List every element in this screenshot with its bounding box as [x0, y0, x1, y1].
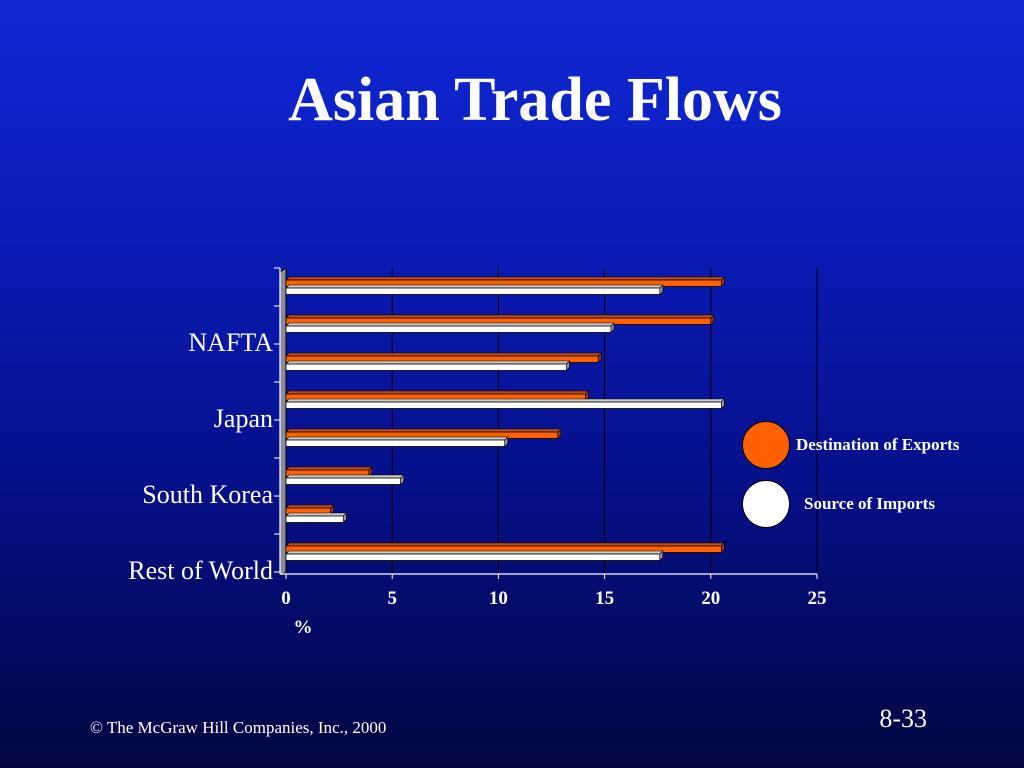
bar-group-3-exports	[285, 352, 602, 364]
bar-end-face	[585, 390, 589, 402]
plot-wall	[279, 267, 287, 577]
import-bar	[285, 439, 506, 447]
x-tick-label: 5	[387, 588, 397, 609]
import-bar	[285, 325, 612, 333]
imports-swatch-icon	[742, 480, 790, 528]
bar-top-face	[285, 322, 615, 327]
bar-top-face	[285, 550, 664, 555]
bar-end-face	[330, 504, 334, 516]
bar-top-face	[285, 284, 664, 289]
bar-top-face	[285, 466, 373, 471]
bar-top-face	[285, 436, 509, 441]
bar-top-face	[285, 542, 726, 547]
bar-top-face	[285, 276, 726, 281]
x-axis-title: %	[294, 617, 313, 638]
bar-end-face	[343, 512, 347, 524]
slide-number: 8-33	[879, 704, 927, 733]
bar-end-face	[368, 466, 373, 478]
bar-group-6-imports	[285, 474, 405, 486]
y-category-label: South Korea	[142, 480, 273, 509]
legend-label-imports: Source of Imports	[804, 494, 935, 513]
bar-group-5-imports	[285, 436, 509, 448]
bar-end-face	[710, 314, 715, 326]
import-bar	[285, 515, 344, 523]
slide-title: Asian Trade Flows	[288, 66, 782, 134]
x-tick-label: 15	[595, 588, 614, 609]
bar-top-face	[285, 360, 571, 365]
import-bar	[285, 553, 661, 561]
bar-group-1-imports	[285, 284, 664, 296]
bar-end-face	[504, 436, 509, 448]
bar-group-1-exports	[285, 276, 726, 288]
y-axis-labels: NAFTA Japan South Korea Rest of World	[128, 328, 273, 585]
import-bar	[285, 401, 722, 409]
bar-end-face	[721, 542, 725, 554]
exports-swatch-icon	[742, 421, 790, 469]
bars	[285, 276, 726, 562]
bar-group-3-imports	[285, 360, 571, 372]
bar-top-face	[285, 428, 562, 433]
bar-group-7-imports	[285, 512, 348, 524]
x-tick-label: 10	[489, 588, 508, 609]
bar-group-8-imports	[285, 550, 664, 562]
axes	[274, 267, 818, 579]
y-category-label: NAFTA	[188, 328, 273, 357]
bar-group-2-imports	[285, 322, 615, 334]
bar-end-face	[721, 276, 725, 288]
bar-end-face	[610, 322, 615, 334]
x-axis-tick-labels: 0 5 10 15 20 25	[281, 588, 826, 609]
bar-end-face	[597, 352, 602, 364]
x-tick-label: 20	[701, 588, 720, 609]
bar-top-face	[285, 390, 590, 395]
x-tick-label: 25	[808, 588, 827, 609]
bar-top-face	[285, 398, 726, 403]
bar-end-face	[659, 550, 664, 562]
x-tick-label: 0	[281, 588, 291, 609]
y-category-label: Rest of World	[128, 556, 273, 585]
legend-item-imports: Source of Imports	[742, 480, 1024, 530]
copyright-notice: © The McGraw Hill Companies, Inc., 2000	[90, 718, 387, 737]
bar-end-face	[659, 284, 664, 296]
bar-top-face	[285, 314, 715, 319]
bar-end-face	[557, 428, 562, 440]
chart-legend: Destination of Exports Source of Imports	[742, 421, 1024, 531]
bar-end-face	[400, 474, 404, 486]
bar-top-face	[285, 352, 602, 357]
bar-top-face	[285, 512, 348, 517]
legend-item-exports: Destination of Exports	[742, 421, 1024, 471]
import-bar	[285, 477, 402, 485]
import-bar	[285, 363, 567, 371]
y-category-label: Japan	[214, 404, 273, 433]
legend-label-exports: Destination of Exports	[796, 435, 960, 454]
bar-top-face	[285, 504, 335, 509]
plot-side-wall	[279, 267, 287, 577]
bar-group-4-imports	[285, 398, 726, 410]
bar-end-face	[566, 360, 570, 372]
import-bar	[285, 287, 661, 295]
bar-top-face	[285, 474, 405, 479]
bar-end-face	[721, 398, 725, 410]
